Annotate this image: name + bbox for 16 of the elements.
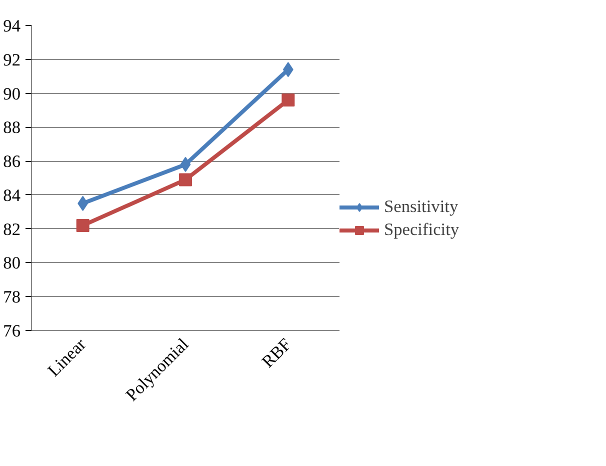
y-tick-label: 88: [3, 118, 20, 138]
y-tick-label: 94: [3, 16, 21, 36]
point: [179, 173, 192, 186]
y-tick-label: 82: [3, 220, 20, 239]
point: [76, 218, 90, 232]
y-tick-label: 90: [3, 84, 20, 104]
y-tick-label: 80: [3, 254, 20, 273]
y-tick-label: 84: [3, 186, 21, 205]
y-tick-label: 78: [3, 288, 20, 307]
y-tick-label: 92: [3, 50, 20, 70]
point: [282, 94, 295, 107]
legend-label: Sensitivity: [384, 197, 458, 217]
y-tick-label: 86: [3, 152, 21, 172]
point: [180, 156, 191, 172]
legend-label: Specificity: [384, 220, 460, 240]
y-tick-label: 76: [3, 322, 21, 340]
